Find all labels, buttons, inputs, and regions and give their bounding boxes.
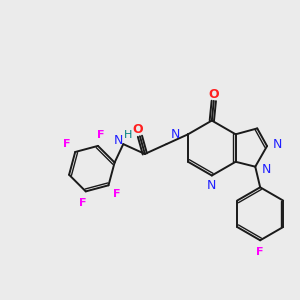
- Text: N: N: [207, 179, 217, 192]
- Text: F: F: [256, 247, 264, 257]
- Text: O: O: [133, 123, 143, 136]
- Text: O: O: [208, 88, 219, 100]
- Text: F: F: [63, 139, 70, 149]
- Text: N: N: [273, 138, 283, 151]
- Text: F: F: [97, 130, 105, 140]
- Text: H: H: [124, 130, 132, 140]
- Text: N: N: [261, 163, 271, 176]
- Text: F: F: [79, 198, 86, 208]
- Text: N: N: [114, 134, 123, 147]
- Text: N: N: [171, 128, 180, 141]
- Text: F: F: [113, 189, 121, 199]
